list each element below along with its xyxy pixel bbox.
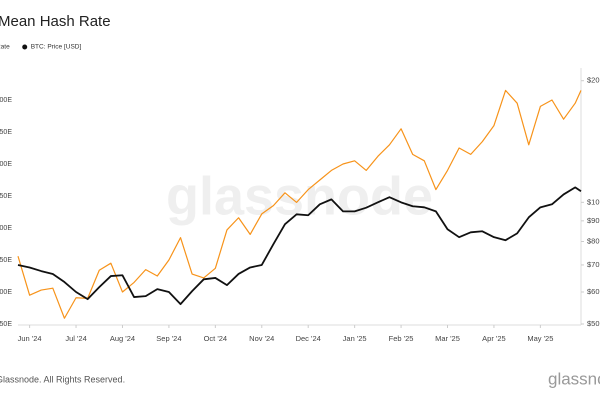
- y-tick-label: 00E: [0, 161, 12, 168]
- y2-tick-label: $10: [587, 197, 600, 206]
- y-tick-label: 50E: [0, 129, 12, 136]
- legend-label: BTC: Price [USD]: [31, 44, 82, 51]
- y2-tick-label: $90: [587, 216, 600, 225]
- x-tick-label: May '25: [527, 334, 553, 343]
- watermark: glassnode: [166, 166, 433, 226]
- x-tick-label: Sep '24: [156, 334, 181, 343]
- logo: glassnode: [548, 369, 600, 388]
- x-tick-label: Aug '24: [110, 334, 135, 343]
- x-tick-label: Nov '24: [249, 334, 274, 343]
- x-tick-label: Jan '25: [343, 334, 367, 343]
- y-tick-label: 50E: [0, 257, 12, 264]
- legend-label: Hash Rate: [0, 44, 10, 51]
- legend-marker: [22, 44, 28, 50]
- series-line: [17, 89, 582, 319]
- y-tick-label: 00E: [0, 289, 12, 296]
- y-tick-label: 50E: [0, 193, 12, 200]
- y-tick-label: 50E: [0, 321, 12, 328]
- x-tick-label: Oct '24: [204, 334, 228, 343]
- x-tick-label: Feb '25: [389, 334, 414, 343]
- x-tick-label: Jun '24: [18, 334, 42, 343]
- x-tick-label: Jul '24: [65, 334, 86, 343]
- chart-title: Mean Hash Rate: [0, 13, 111, 30]
- y-tick-label: 00E: [0, 97, 12, 104]
- y2-tick-label: $80: [587, 236, 600, 245]
- x-tick-label: Mar '25: [435, 334, 460, 343]
- x-tick-label: Apr '25: [482, 334, 506, 343]
- y-tick-label: 00E: [0, 225, 12, 232]
- y2-tick-label: $50: [587, 319, 600, 328]
- x-tick-label: Dec '24: [296, 334, 321, 343]
- y2-tick-label: $20: [587, 76, 600, 85]
- y2-tick-label: $70: [587, 260, 600, 269]
- y2-tick-label: $60: [587, 287, 600, 296]
- series-line: [17, 186, 582, 306]
- footer: Glassnode. All Rights Reserved.: [0, 374, 125, 384]
